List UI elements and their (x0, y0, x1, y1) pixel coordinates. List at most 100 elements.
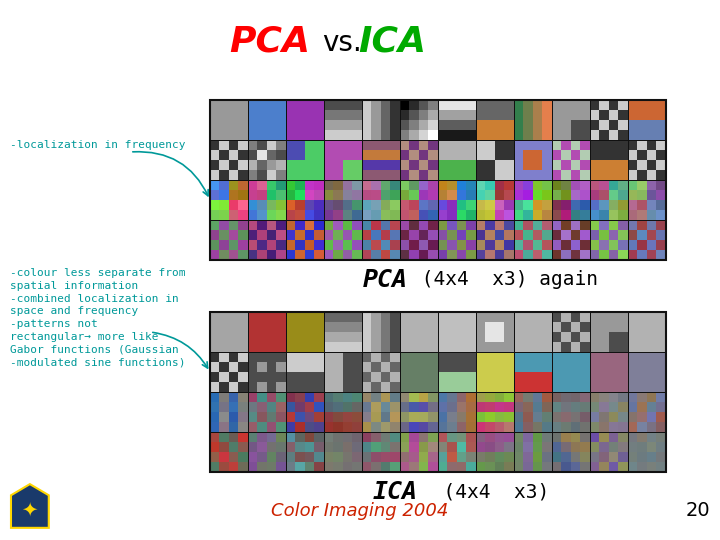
Bar (400, 392, 438, 432)
Bar (438, 312, 476, 352)
Text: vs.: vs. (322, 29, 361, 57)
Bar (590, 312, 628, 352)
Bar (552, 100, 590, 140)
Bar (552, 180, 590, 220)
Bar (248, 432, 286, 472)
Bar (552, 352, 590, 392)
Bar (514, 180, 552, 220)
Bar (552, 312, 590, 352)
Bar (324, 100, 362, 140)
Bar (476, 220, 514, 260)
FancyArrowPatch shape (153, 333, 207, 368)
Text: (4x4  x3) again: (4x4 x3) again (410, 270, 598, 289)
Bar (590, 220, 628, 260)
Bar (514, 432, 552, 472)
Text: -colour less separate from
spatial information
-combined localization in
space a: -colour less separate from spatial infor… (10, 268, 186, 368)
Bar (400, 100, 438, 140)
Bar (210, 352, 248, 392)
Bar (514, 352, 552, 392)
Bar (248, 352, 286, 392)
Bar (324, 352, 362, 392)
Bar (628, 352, 666, 392)
Bar (362, 180, 400, 220)
Bar (210, 100, 666, 260)
Bar (210, 432, 248, 472)
Bar (438, 180, 476, 220)
Bar (210, 392, 248, 432)
Bar (590, 180, 628, 220)
Bar (438, 100, 476, 140)
Bar (286, 100, 324, 140)
Text: -localization in frequency: -localization in frequency (10, 140, 186, 150)
Text: (4x4  x3): (4x4 x3) (420, 482, 549, 501)
Bar (324, 180, 362, 220)
Bar (286, 140, 324, 180)
Text: PCA: PCA (363, 268, 408, 292)
Bar (400, 140, 438, 180)
Bar (248, 392, 286, 432)
Bar (286, 392, 324, 432)
Bar (438, 220, 476, 260)
Polygon shape (11, 484, 49, 528)
Bar (514, 220, 552, 260)
Bar (324, 432, 362, 472)
Bar (628, 312, 666, 352)
Bar (438, 432, 476, 472)
Bar (438, 140, 476, 180)
Bar (400, 220, 438, 260)
Bar (362, 312, 400, 352)
Bar (628, 432, 666, 472)
Text: Color Imaging 2004: Color Imaging 2004 (271, 502, 449, 520)
Bar (514, 140, 552, 180)
Bar (210, 312, 248, 352)
Bar (514, 312, 552, 352)
Bar (552, 432, 590, 472)
Bar (286, 180, 324, 220)
Bar (552, 140, 590, 180)
Bar (628, 392, 666, 432)
Text: PCA: PCA (229, 25, 310, 59)
Bar (590, 140, 628, 180)
Bar (362, 100, 400, 140)
Bar (362, 392, 400, 432)
Bar (514, 100, 552, 140)
Bar (628, 140, 666, 180)
Bar (438, 352, 476, 392)
Bar (362, 352, 400, 392)
Bar (324, 312, 362, 352)
Text: ✦: ✦ (22, 501, 38, 519)
Bar (286, 220, 324, 260)
Bar (400, 352, 438, 392)
Bar (476, 392, 514, 432)
Bar (286, 312, 324, 352)
Bar (590, 392, 628, 432)
Text: 20: 20 (685, 501, 710, 520)
Bar (476, 312, 514, 352)
Bar (476, 432, 514, 472)
Bar (324, 392, 362, 432)
Bar (400, 432, 438, 472)
Bar (210, 220, 248, 260)
Bar (286, 352, 324, 392)
Bar (590, 100, 628, 140)
Bar (628, 220, 666, 260)
Bar (362, 220, 400, 260)
Bar (476, 140, 514, 180)
Bar (362, 432, 400, 472)
Bar (210, 100, 248, 140)
Bar (324, 140, 362, 180)
Bar (210, 140, 248, 180)
Bar (248, 220, 286, 260)
Bar (628, 100, 666, 140)
Bar (476, 352, 514, 392)
Bar (514, 392, 552, 432)
Bar (476, 180, 514, 220)
Bar (286, 432, 324, 472)
Bar (628, 180, 666, 220)
Bar (590, 352, 628, 392)
Bar (400, 180, 438, 220)
Bar (590, 432, 628, 472)
Bar (476, 100, 514, 140)
Bar (248, 180, 286, 220)
Bar (248, 140, 286, 180)
